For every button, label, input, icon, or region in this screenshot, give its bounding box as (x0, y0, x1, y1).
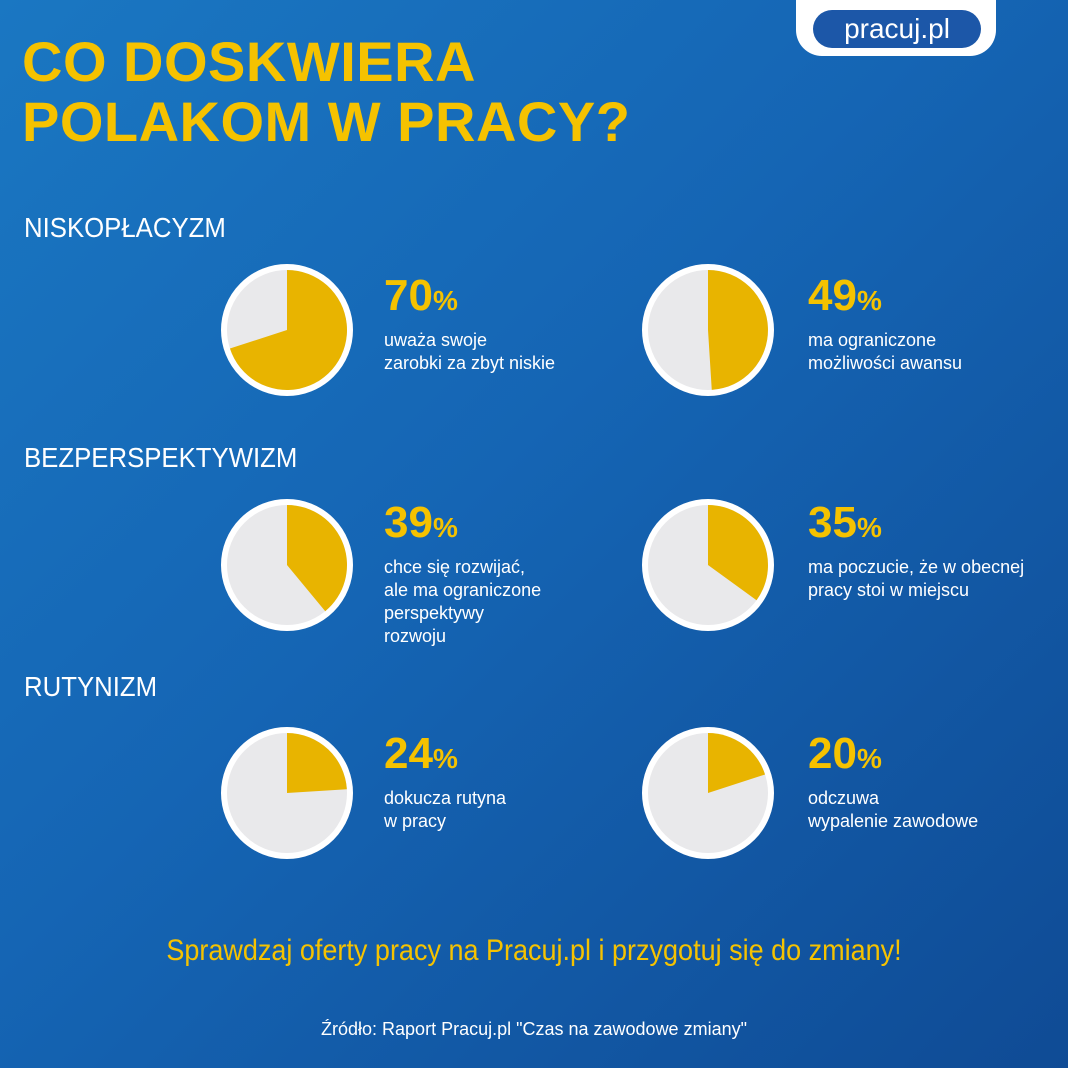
stat-description: odczuwa wypalenie zawodowe (808, 788, 979, 831)
stat-value: 35 (808, 498, 857, 547)
stat-sign: % (432, 512, 458, 543)
stat-block: 24% dokucza rutyna w pracy (384, 730, 506, 833)
pie-slice (708, 505, 769, 601)
stat-block: 20% odczuwa wypalenie zawodowe (808, 730, 978, 833)
stat-sign: % (856, 512, 882, 543)
stat-value: 39 (384, 498, 433, 547)
stat-block: 49% ma ograniczone możliwości awansu (808, 272, 962, 375)
section-label-niskoplacyzm: NISKOPŁACYZM (24, 212, 226, 243)
section-label-rutynizm: RUTYNIZM (24, 671, 158, 702)
stat-sign: % (432, 285, 458, 316)
pie-chart-70 (221, 264, 353, 396)
pie-slice (287, 733, 347, 793)
stat-block: 70% uważa swoje zarobki za zbyt niskie (384, 272, 555, 375)
stat-description: chce się rozwijać, ale ma ograniczone pe… (384, 557, 542, 646)
title-line-1: CO DOSKWIERA (22, 30, 476, 93)
pie-chart-20 (642, 727, 774, 859)
stat-percent: 35% (808, 499, 1024, 552)
stat-sign: % (856, 285, 882, 316)
source-note: Źródło: Raport Pracuj.pl "Czas na zawodo… (321, 1019, 747, 1039)
pie-chart-39 (221, 499, 353, 631)
stat-value: 70 (384, 271, 433, 320)
stat-percent: 39% (384, 499, 541, 552)
stat-value: 49 (808, 271, 857, 320)
stat-percent: 20% (808, 730, 978, 783)
stat-description: ma poczucie, że w obecnej pracy stoi w m… (808, 557, 1025, 600)
stat-block: 35% ma poczucie, że w obecnej pracy stoi… (808, 499, 1024, 602)
stat-sign: % (432, 743, 458, 774)
pie-chart-24 (221, 727, 353, 859)
stat-description: uważa swoje zarobki za zbyt niskie (384, 330, 556, 373)
stat-value: 20 (808, 729, 857, 778)
page-title: CO DOSKWIERA POLAKOM W PRACY? (22, 32, 630, 152)
pie-slice (287, 505, 348, 612)
cta-text[interactable]: Sprawdzaj oferty pracy na Pracuj.pl i pr… (166, 934, 902, 967)
stat-percent: 24% (384, 730, 506, 783)
stat-block: 39% chce się rozwijać, ale ma ograniczon… (384, 499, 541, 648)
pracuj-logo[interactable]: pracuj.pl (813, 10, 981, 48)
pie-slice (708, 270, 768, 390)
section-label-bezperspektywizm: BEZPERSPEKTYWIZM (24, 442, 298, 473)
stat-description: dokucza rutyna w pracy (384, 788, 507, 831)
title-line-2: POLAKOM W PRACY? (22, 90, 631, 153)
stat-percent: 70% (384, 272, 555, 325)
stat-sign: % (856, 743, 882, 774)
pie-slice (708, 733, 766, 793)
pie-slice (229, 270, 348, 390)
pie-chart-49 (642, 264, 774, 396)
stat-value: 24 (384, 729, 433, 778)
stat-description: ma ograniczone możliwości awansu (808, 330, 963, 373)
stat-percent: 49% (808, 272, 962, 325)
pie-chart-35 (642, 499, 774, 631)
